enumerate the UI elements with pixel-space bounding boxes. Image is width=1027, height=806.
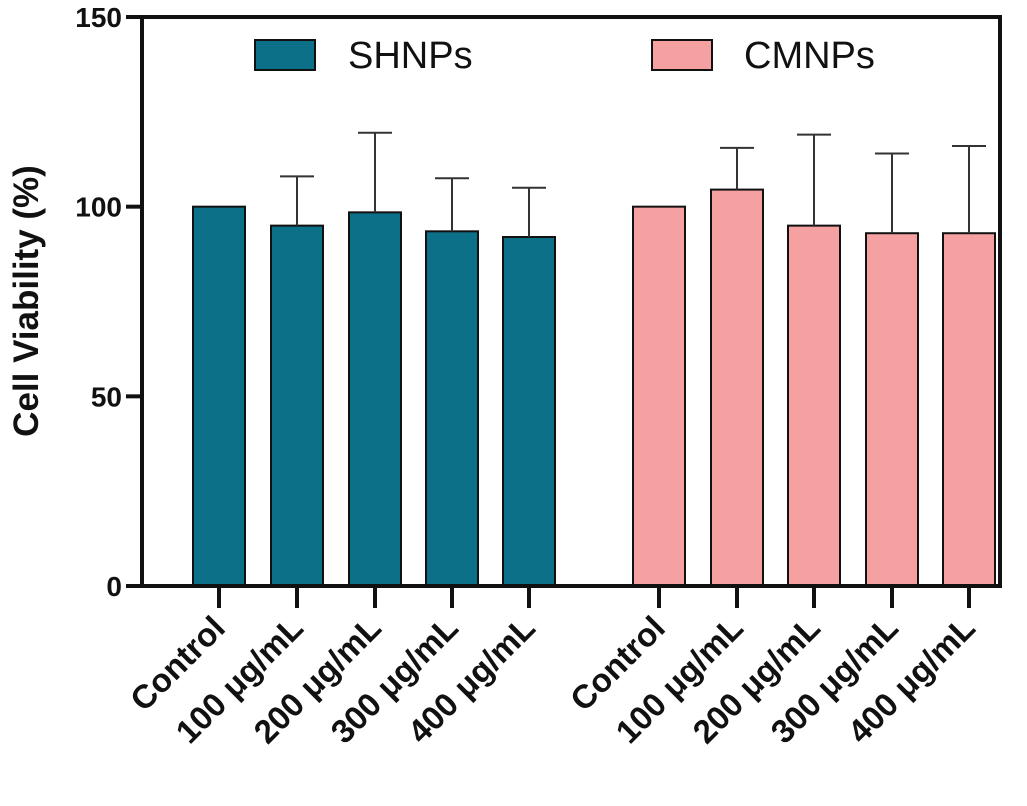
bar-cmnps-400-g-ml: [942, 232, 996, 587]
error-bars: [280, 131, 986, 238]
y-tick-label-50: 50: [91, 381, 122, 412]
bar-cmnps-control: [632, 205, 686, 588]
y-tick-label-150: 150: [75, 2, 122, 33]
bar-cmnps-300-g-ml: [865, 232, 919, 587]
y-axis-ticks: 0 50 100 150: [75, 2, 142, 602]
bar-shnps-200-g-ml: [348, 211, 402, 588]
bars: [192, 188, 996, 588]
bar-cmnps-100-g-ml: [710, 188, 764, 587]
plot-frame: [140, 15, 1002, 588]
bar-shnps-400-g-ml: [502, 236, 556, 587]
legend: SHNPs CMNPs: [254, 35, 875, 77]
bar-shnps-300-g-ml: [425, 230, 479, 587]
legend-swatch-cmnps: [651, 39, 713, 71]
legend-label-cmnps: CMNPs: [744, 35, 875, 77]
bar-shnps-100-g-ml: [270, 224, 324, 587]
legend-swatch-shnps: [254, 39, 316, 71]
y-tick-label-0: 0: [106, 571, 122, 602]
bar-cmnps-200-g-ml: [787, 224, 841, 587]
y-tick-label-100: 100: [75, 192, 122, 223]
legend-label-shnps: SHNPs: [348, 35, 473, 77]
axes: [140, 15, 1002, 588]
y-axis-title: Cell Viability (%): [7, 165, 46, 437]
bar-shnps-control: [192, 205, 246, 588]
